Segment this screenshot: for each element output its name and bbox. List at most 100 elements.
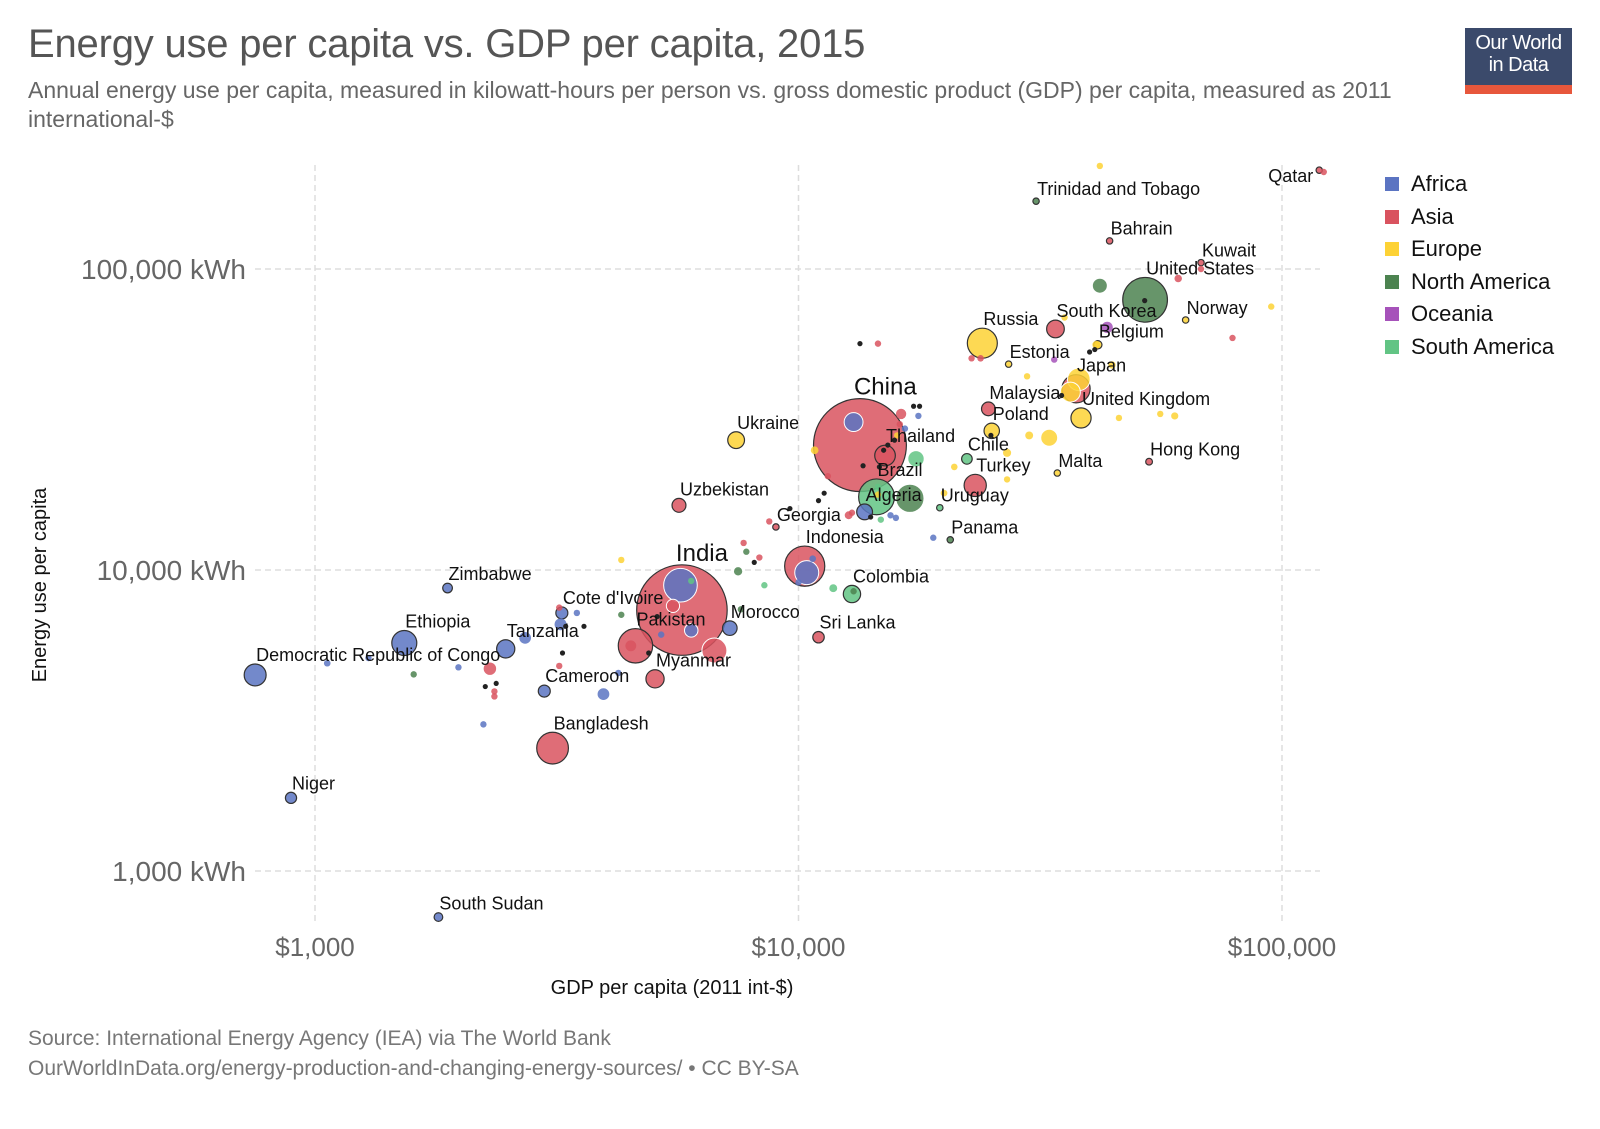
data-point-unknown[interactable] <box>1086 349 1093 355</box>
data-point-colombia[interactable] <box>842 584 862 604</box>
data-point-georgia[interactable] <box>772 523 780 531</box>
data-point-unknown[interactable] <box>815 498 822 504</box>
data-point-unknown[interactable] <box>493 680 499 687</box>
data-point-unknown[interactable] <box>581 623 587 629</box>
data-point-africa[interactable] <box>684 623 699 638</box>
data-point-north-america[interactable] <box>1091 277 1108 294</box>
data-point-asia[interactable] <box>756 554 763 561</box>
data-point-europe[interactable] <box>1040 428 1059 447</box>
data-point-africa[interactable] <box>809 555 817 563</box>
data-point-north-america[interactable] <box>895 483 925 513</box>
data-point-europe[interactable] <box>950 463 958 471</box>
data-point-asia[interactable] <box>1229 334 1236 342</box>
data-point-north-america[interactable] <box>733 567 743 576</box>
data-point-asia[interactable] <box>701 637 728 664</box>
data-point-europe[interactable] <box>810 446 819 455</box>
data-point-south-america[interactable] <box>761 582 768 589</box>
data-point-unknown[interactable] <box>787 505 793 512</box>
data-point-north-america[interactable] <box>850 588 857 595</box>
data-point-europe[interactable] <box>1025 431 1034 440</box>
data-point-united-kingdom[interactable] <box>1070 407 1092 429</box>
data-point-north-america[interactable] <box>410 671 417 678</box>
data-point-asia[interactable] <box>625 640 637 652</box>
data-point-asia[interactable] <box>1320 168 1327 176</box>
url-license[interactable]: OurWorldInData.org/energy-production-and… <box>28 1057 799 1080</box>
data-point-tanzania[interactable] <box>496 639 516 659</box>
data-point-south-america[interactable] <box>877 516 885 523</box>
legend-item-oceania[interactable]: Oceania <box>1385 298 1554 331</box>
data-point-africa[interactable] <box>887 512 894 519</box>
data-point-north-america[interactable] <box>618 611 625 618</box>
data-point-asia[interactable] <box>896 421 904 428</box>
data-point-russia[interactable] <box>966 327 998 359</box>
data-point-unknown[interactable] <box>916 403 923 409</box>
legend-item-africa[interactable]: Africa <box>1385 168 1554 201</box>
data-point-niger[interactable] <box>284 791 298 805</box>
data-point-unknown[interactable] <box>860 463 866 469</box>
legend-item-north-america[interactable]: North America <box>1385 266 1554 299</box>
data-point-south-america[interactable] <box>907 450 925 468</box>
data-point-unknown[interactable] <box>891 437 898 443</box>
data-point-europe[interactable] <box>1157 410 1164 418</box>
data-point-europe[interactable] <box>1171 412 1179 420</box>
data-point-africa[interactable] <box>323 659 331 667</box>
data-point-panama[interactable] <box>946 535 955 544</box>
data-point-asia[interactable] <box>491 693 498 700</box>
data-point-asia[interactable] <box>665 598 681 613</box>
data-point-cameroon[interactable] <box>537 684 551 698</box>
data-point-oceania[interactable] <box>1100 320 1114 334</box>
data-point-asia[interactable] <box>874 340 882 347</box>
data-point-south-america[interactable] <box>874 483 882 490</box>
data-point-zimbabwe[interactable] <box>442 582 453 594</box>
data-point-ethiopia[interactable] <box>391 629 418 657</box>
data-point-south-sudan[interactable] <box>433 912 444 922</box>
data-point-unknown[interactable] <box>876 464 882 470</box>
data-point-malaysia[interactable] <box>980 401 996 417</box>
data-point-south-korea[interactable] <box>1046 319 1065 339</box>
data-point-sri-lanka[interactable] <box>812 630 825 644</box>
data-point-asia[interactable] <box>740 539 747 547</box>
data-point-unknown[interactable] <box>646 650 652 656</box>
legend-item-asia[interactable]: Asia <box>1385 201 1554 234</box>
data-point-asia[interactable] <box>491 688 498 695</box>
data-point-africa[interactable] <box>480 721 487 728</box>
data-point-europe[interactable] <box>1059 381 1081 403</box>
data-point-africa[interactable] <box>843 412 864 433</box>
data-point-north-america[interactable] <box>737 606 745 613</box>
data-point-turkey[interactable] <box>963 473 987 498</box>
data-point-unknown[interactable] <box>885 442 891 448</box>
data-point-unknown[interactable] <box>1058 392 1065 399</box>
data-point-south-america[interactable] <box>688 577 695 585</box>
data-point-unknown[interactable] <box>868 514 874 520</box>
data-point-europe[interactable] <box>893 432 901 439</box>
data-point-asia[interactable] <box>482 661 498 676</box>
data-point-africa[interactable] <box>596 687 611 701</box>
data-point-asia[interactable] <box>766 518 773 525</box>
owid-logo[interactable]: Our World in Data <box>1465 28 1572 94</box>
data-point-morocco[interactable] <box>721 620 738 637</box>
data-point-europe[interactable] <box>618 556 625 564</box>
data-point-europe[interactable] <box>1096 162 1104 170</box>
data-point-trinidad-and-tobago[interactable] <box>1032 197 1040 205</box>
data-point-africa[interactable] <box>657 631 665 638</box>
data-point-africa[interactable] <box>455 664 462 671</box>
data-point-estonia[interactable] <box>1004 360 1013 368</box>
data-point-unknown[interactable] <box>910 403 917 409</box>
data-point-africa[interactable] <box>892 514 900 522</box>
data-point-asia[interactable] <box>1174 274 1182 283</box>
data-point-africa[interactable] <box>915 412 922 420</box>
data-point-malta[interactable] <box>1053 469 1062 477</box>
data-point-africa[interactable] <box>795 579 802 586</box>
data-point-asia[interactable] <box>556 662 563 670</box>
data-point-europe[interactable] <box>1003 476 1011 483</box>
data-point-africa[interactable] <box>518 630 532 645</box>
data-point-africa[interactable] <box>573 609 581 617</box>
data-point-democratic-republic-of-congo[interactable] <box>243 663 267 687</box>
data-point-south-america[interactable] <box>829 584 838 593</box>
data-point-asia[interactable] <box>556 604 563 611</box>
data-point-ukraine[interactable] <box>727 431 746 450</box>
data-point-chile[interactable] <box>961 452 973 465</box>
data-point-uruguay[interactable] <box>936 503 944 512</box>
data-point-bangladesh[interactable] <box>536 731 570 765</box>
data-point-europe[interactable] <box>1092 340 1101 349</box>
